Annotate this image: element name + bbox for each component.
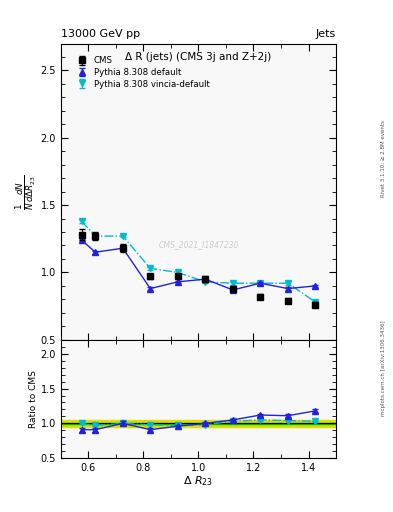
Y-axis label: $\frac{1}{N}\frac{dN}{d\Delta R_{23}}$: $\frac{1}{N}\frac{dN}{d\Delta R_{23}}$ <box>15 174 38 209</box>
Text: Jets: Jets <box>316 29 336 39</box>
Text: Rivet 3.1.10; ≥ 2.8M events: Rivet 3.1.10; ≥ 2.8M events <box>381 120 386 197</box>
Bar <box>61 423 336 424</box>
Legend: CMS, Pythia 8.308 default, Pythia 8.308 vincia-default: CMS, Pythia 8.308 default, Pythia 8.308 … <box>71 54 213 91</box>
Text: CMS_2021_I1847230: CMS_2021_I1847230 <box>158 241 239 249</box>
Text: mcplots.cern.ch [arXiv:1306.3436]: mcplots.cern.ch [arXiv:1306.3436] <box>381 321 386 416</box>
Text: Δ R (jets) (CMS 3j and Z+2j): Δ R (jets) (CMS 3j and Z+2j) <box>125 52 272 62</box>
Text: 13000 GeV pp: 13000 GeV pp <box>61 29 140 39</box>
Bar <box>61 420 336 427</box>
Y-axis label: Ratio to CMS: Ratio to CMS <box>29 370 38 428</box>
X-axis label: $\Delta\ R_{23}$: $\Delta\ R_{23}$ <box>184 475 213 488</box>
